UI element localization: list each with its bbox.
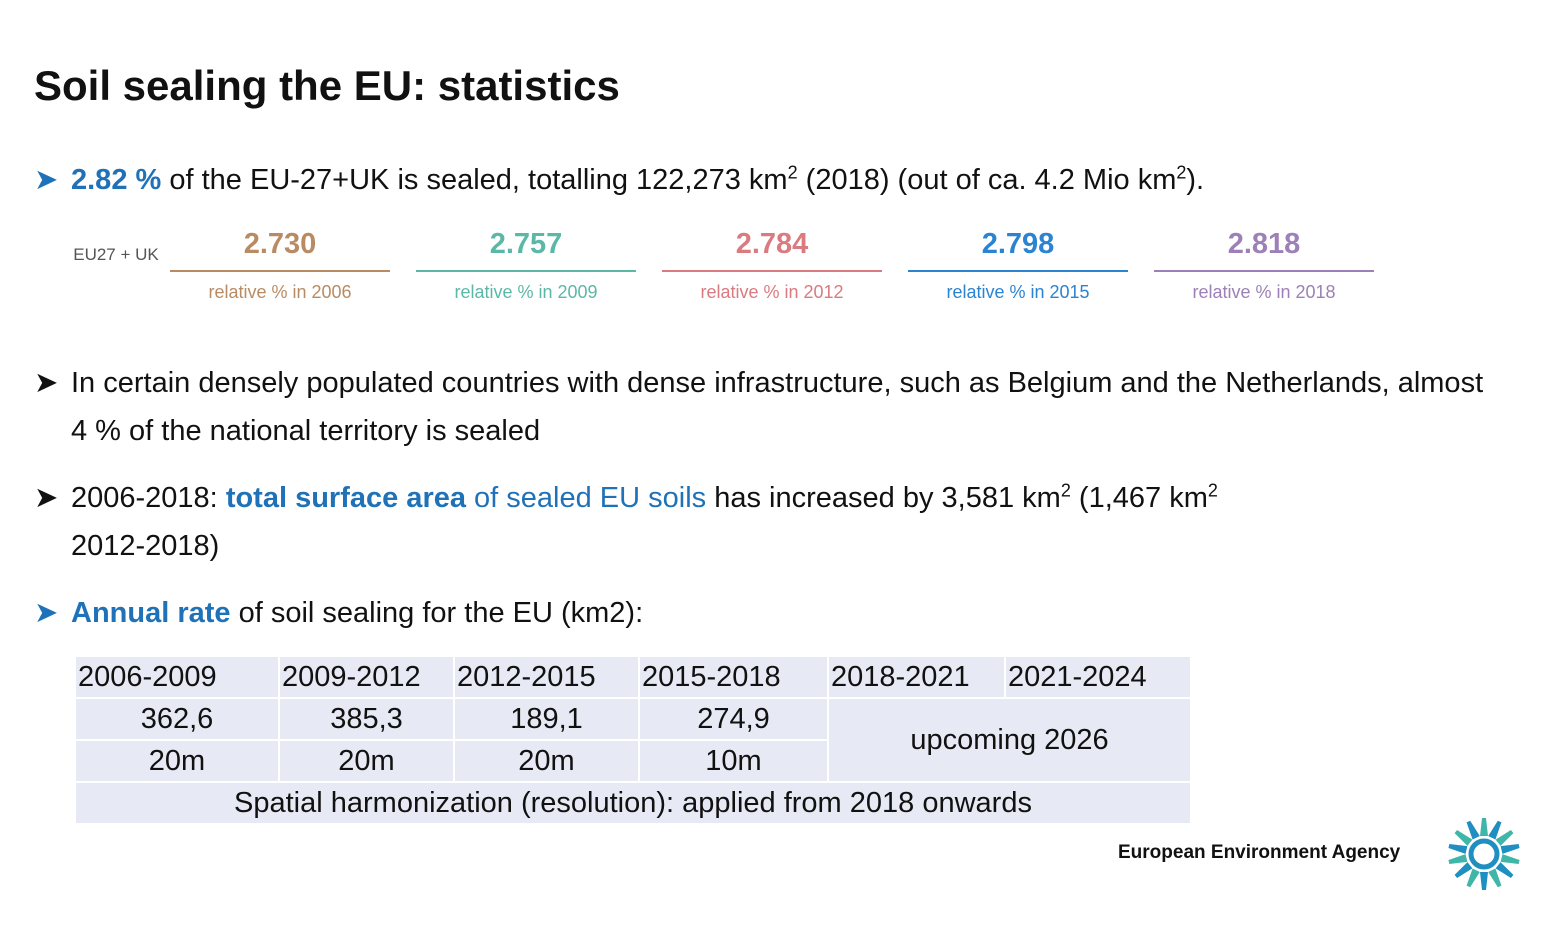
- logo-ray: [1466, 820, 1480, 840]
- highlight: total surface area: [225, 482, 466, 514]
- bullet-text: 2.82 % of the EU-27+UK is sealed, totall…: [71, 156, 1504, 204]
- header-cell: 2006-2009: [74, 655, 280, 699]
- logo-ray: [1488, 868, 1502, 888]
- stat-value: 2.818: [1227, 228, 1301, 260]
- text: of the EU-27+UK is sealed, totalling 122…: [169, 164, 788, 196]
- logo-ray: [1448, 844, 1468, 854]
- cell: 20m: [74, 739, 280, 783]
- stat-rule: [416, 270, 636, 272]
- bullet: ➤ 2006-2018: total surface area of seale…: [34, 474, 1504, 570]
- text: has increased by 3,581 km: [714, 482, 1061, 514]
- header-cell: 2009-2012: [278, 655, 455, 699]
- logo-ray: [1495, 829, 1514, 846]
- logo-ray: [1495, 862, 1514, 879]
- bullet-text: In certain densely populated countries w…: [71, 367, 1484, 447]
- stat-value: 2.757: [489, 228, 563, 260]
- bullet-arrow: ➤: [34, 367, 59, 399]
- superscript: 2: [787, 162, 798, 183]
- bullet: ➤ 2.82 % of the EU-27+UK is sealed, tota…: [34, 156, 1504, 204]
- cell: 20m: [278, 739, 455, 783]
- logo-text: European Environment Agency: [1118, 842, 1401, 863]
- header-cell: 2021-2024: [1004, 655, 1192, 699]
- cell: 189,1: [453, 697, 640, 741]
- footer-row: Spatial harmonization (resolution): appl…: [74, 781, 1192, 825]
- stat-item: 2.757 relative % in 2009: [416, 222, 636, 303]
- stat-value: 2.798: [981, 228, 1055, 260]
- text: of soil sealing for the EU (km2):: [238, 597, 644, 629]
- table-row: 20m 20m 20m 10m: [74, 739, 1191, 783]
- logo-ray: [1466, 868, 1480, 888]
- stat-value: 2.784: [735, 228, 809, 260]
- superscript: 2: [1207, 480, 1218, 501]
- logo-ray: [1454, 862, 1473, 879]
- text: 2006-2018:: [71, 482, 218, 514]
- highlight: Annual rate: [71, 597, 231, 629]
- superscript: 2: [1176, 162, 1187, 183]
- slide-title: Soil sealing the EU: statistics: [34, 62, 620, 109]
- cell: 20m: [453, 739, 640, 783]
- logo-ray: [1480, 872, 1488, 890]
- text: 2012-2018): [71, 530, 220, 562]
- logo-icon: [1448, 818, 1520, 890]
- bullet-arrow: ➤: [34, 597, 59, 629]
- stat-value: 2.730: [243, 228, 317, 260]
- header-cell: 2018-2021: [827, 655, 1006, 699]
- cell: 385,3: [278, 697, 455, 741]
- text: ).: [1186, 164, 1205, 196]
- stat-rule: [170, 270, 390, 272]
- logo-ray: [1500, 844, 1520, 854]
- stat-item: 2.730 relative % in 2006: [170, 222, 390, 303]
- cell: 362,6: [74, 697, 280, 741]
- stat-rule: [908, 270, 1128, 272]
- merged-cell: upcoming 2026: [827, 697, 1192, 783]
- stat-rule: [662, 270, 882, 272]
- table-row: 362,6 385,3 189,1 274,9 upcoming 2026: [74, 697, 1192, 783]
- stat-item: 2.818 relative % in 2018: [1154, 222, 1374, 303]
- cell: 10m: [638, 739, 829, 783]
- stat-label: relative % in 2009: [454, 282, 598, 302]
- text: (1,467 km: [1078, 482, 1208, 514]
- stat-item: 2.784 relative % in 2012: [662, 222, 882, 303]
- header-row: 2006-2009 2009-2012 2012-2015 2015-2018 …: [74, 655, 1192, 699]
- rate-table: 2006-2009 2009-2012 2012-2015 2015-2018 …: [74, 655, 1192, 825]
- text: (2018) (out of ca. 4.2 Mio km: [805, 164, 1177, 196]
- stat-rule: [1154, 270, 1374, 272]
- stat-label: relative % in 2006: [208, 282, 352, 302]
- logo-ray: [1500, 854, 1520, 864]
- header-cell: 2015-2018: [638, 655, 829, 699]
- bullet-arrow: ➤: [34, 482, 59, 514]
- logo-ray: [1448, 854, 1468, 864]
- logo-ray: [1454, 829, 1473, 846]
- row-label: EU27 + UK: [73, 245, 159, 264]
- bullet: ➤ In certain densely populated countries…: [34, 359, 1504, 455]
- bullet-text: Annual rate of soil sealing for the EU (…: [71, 589, 1504, 637]
- stat-label: relative % in 2015: [946, 282, 1090, 302]
- stat-label: relative % in 2012: [700, 282, 844, 302]
- cell: 274,9: [638, 697, 829, 741]
- header-cell: 2012-2015: [453, 655, 640, 699]
- stats-strip: EU27 + UK 2.730 relative % in 2006 2.757 re…: [70, 222, 1390, 322]
- bullet-arrow: ➤: [34, 164, 59, 196]
- logo-ray: [1488, 820, 1502, 840]
- logo-ring: [1468, 838, 1500, 870]
- stat-label: relative % in 2018: [1192, 282, 1336, 302]
- bullet: ➤ Annual rate of soil sealing for the EU…: [34, 589, 1504, 637]
- footer-cell: Spatial harmonization (resolution): appl…: [74, 781, 1192, 825]
- logo-ray: [1480, 818, 1488, 836]
- bullet-text: 2006-2018: total surface area of sealed …: [71, 474, 1504, 570]
- highlight: of sealed EU soils: [474, 482, 707, 514]
- superscript: 2: [1060, 480, 1071, 501]
- highlight: 2.82 %: [71, 164, 162, 196]
- stat-item: 2.798 relative % in 2015: [908, 222, 1128, 303]
